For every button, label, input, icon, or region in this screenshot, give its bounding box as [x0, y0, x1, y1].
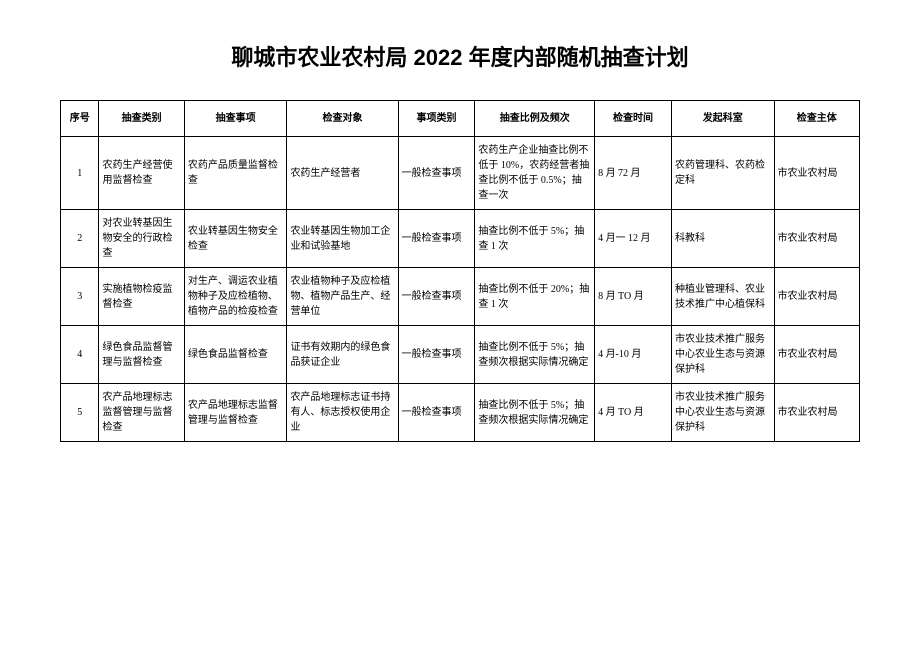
- cell-body: 市农业农村局: [774, 384, 859, 442]
- th-ratio: 抽查比例及频次: [475, 101, 595, 137]
- cell-dept: 市农业技术推广服务中心农业生态与资源保护科: [671, 384, 774, 442]
- cell-type: 一般检查事项: [398, 137, 475, 210]
- cell-body: 市农业农村局: [774, 268, 859, 326]
- cell-dept: 科教科: [671, 210, 774, 268]
- table-row: 3 实施植物检疫监督检查 对生产、调运农业植物种子及应检植物、植物产品的检疫检查…: [61, 268, 860, 326]
- table-body: 1 农药生产经营使用监督检查 农药产品质量监督检查 农药生产经营者 一般检查事项…: [61, 137, 860, 442]
- cell-category: 绿色食品监督管理与监督检查: [99, 326, 184, 384]
- th-body: 检查主体: [774, 101, 859, 137]
- th-time: 检查时间: [595, 101, 672, 137]
- cell-object: 农业转基因生物加工企业和试验基地: [287, 210, 398, 268]
- th-seq: 序号: [61, 101, 99, 137]
- cell-type: 一般检查事项: [398, 326, 475, 384]
- table-row: 1 农药生产经营使用监督检查 农药产品质量监督检查 农药生产经营者 一般检查事项…: [61, 137, 860, 210]
- th-item: 抽查事项: [184, 101, 287, 137]
- cell-object: 农药生产经营者: [287, 137, 398, 210]
- cell-item: 对生产、调运农业植物种子及应检植物、植物产品的检疫检查: [184, 268, 287, 326]
- cell-type: 一般检查事项: [398, 268, 475, 326]
- cell-ratio: 抽查比例不低于 5%；抽查频次根据实际情况确定: [475, 326, 595, 384]
- cell-time: 8 月 72 月: [595, 137, 672, 210]
- cell-type: 一般检查事项: [398, 210, 475, 268]
- cell-category: 实施植物检疫监督检查: [99, 268, 184, 326]
- table-row: 4 绿色食品监督管理与监督检查 绿色食品监督检查 证书有效期内的绿色食品获证企业…: [61, 326, 860, 384]
- cell-type: 一般检查事项: [398, 384, 475, 442]
- cell-time: 8 月 TO 月: [595, 268, 672, 326]
- cell-body: 市农业农村局: [774, 210, 859, 268]
- cell-dept: 市农业技术推广服务中心农业生态与资源保护科: [671, 326, 774, 384]
- cell-body: 市农业农村局: [774, 326, 859, 384]
- th-category: 抽查类别: [99, 101, 184, 137]
- cell-time: 4 月 TO 月: [595, 384, 672, 442]
- cell-seq: 5: [61, 384, 99, 442]
- th-type: 事项类别: [398, 101, 475, 137]
- cell-category: 对农业转基因生物安全的行政检查: [99, 210, 184, 268]
- cell-seq: 2: [61, 210, 99, 268]
- cell-object: 农业植物种子及应检植物、植物产品生产、经营单位: [287, 268, 398, 326]
- th-dept: 发起科室: [671, 101, 774, 137]
- cell-ratio: 农药生产企业抽查比例不低于 10%，农药经营者抽查比例不低于 0.5%；抽查一次: [475, 137, 595, 210]
- cell-seq: 4: [61, 326, 99, 384]
- table-row: 2 对农业转基因生物安全的行政检查 农业转基因生物安全检查 农业转基因生物加工企…: [61, 210, 860, 268]
- cell-item: 农业转基因生物安全检查: [184, 210, 287, 268]
- cell-time: 4 月一 12 月: [595, 210, 672, 268]
- cell-item: 农产品地理标志监督管理与监督检查: [184, 384, 287, 442]
- cell-item: 绿色食品监督检查: [184, 326, 287, 384]
- cell-object: 证书有效期内的绿色食品获证企业: [287, 326, 398, 384]
- cell-ratio: 抽查比例不低于 5%；抽查 1 次: [475, 210, 595, 268]
- cell-dept: 农药管理科、农药检定科: [671, 137, 774, 210]
- cell-time: 4 月-10 月: [595, 326, 672, 384]
- inspection-plan-table: 序号 抽查类别 抽查事项 检查对象 事项类别 抽查比例及频次 检查时间 发起科室…: [60, 100, 860, 442]
- cell-object: 农产品地理标志证书持有人、标志授权使用企业: [287, 384, 398, 442]
- cell-ratio: 抽查比例不低于 20%；抽查 1 次: [475, 268, 595, 326]
- table-header-row: 序号 抽查类别 抽查事项 检查对象 事项类别 抽查比例及频次 检查时间 发起科室…: [61, 101, 860, 137]
- page-title: 聊城市农业农村局 2022 年度内部随机抽查计划: [60, 40, 860, 72]
- cell-item: 农药产品质量监督检查: [184, 137, 287, 210]
- table-row: 5 农产品地理标志监督管理与监督检查 农产品地理标志监督管理与监督检查 农产品地…: [61, 384, 860, 442]
- cell-seq: 1: [61, 137, 99, 210]
- cell-seq: 3: [61, 268, 99, 326]
- cell-ratio: 抽查比例不低于 5%；抽查频次根据实际情况确定: [475, 384, 595, 442]
- cell-category: 农药生产经营使用监督检查: [99, 137, 184, 210]
- cell-body: 市农业农村局: [774, 137, 859, 210]
- th-object: 检查对象: [287, 101, 398, 137]
- cell-category: 农产品地理标志监督管理与监督检查: [99, 384, 184, 442]
- cell-dept: 种植业管理科、农业技术推广中心植保科: [671, 268, 774, 326]
